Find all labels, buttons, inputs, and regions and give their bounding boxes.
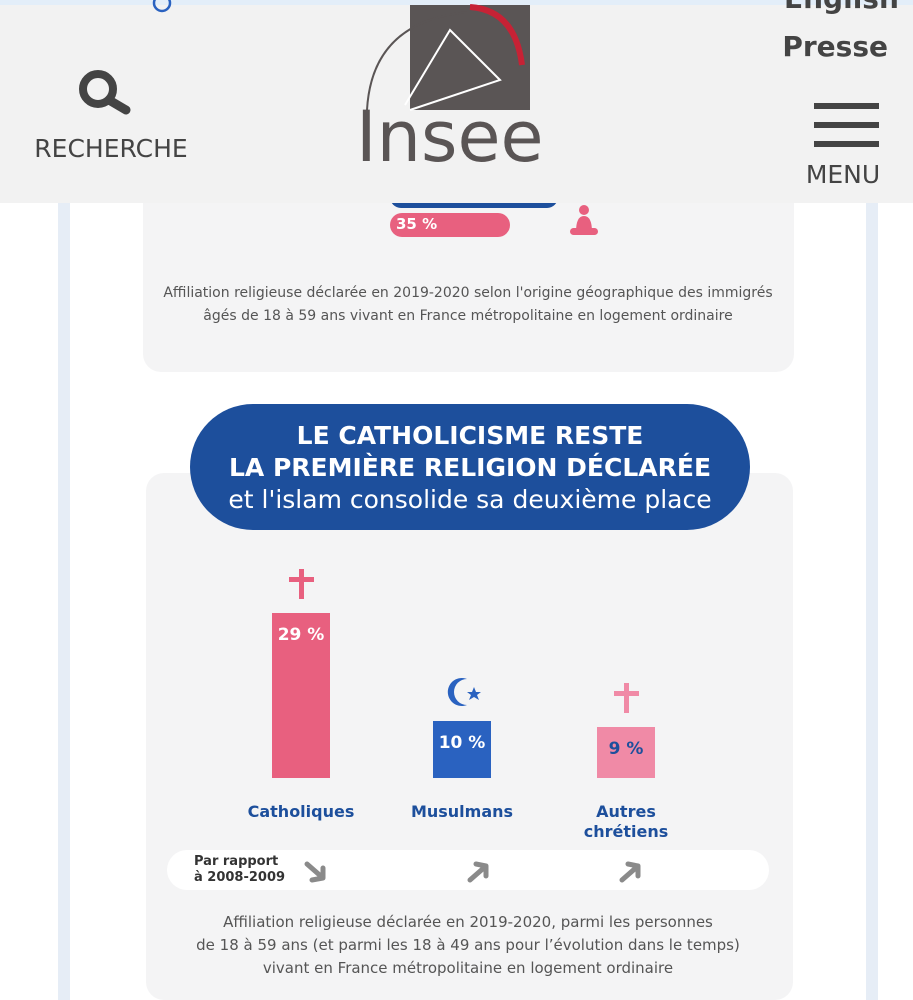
bar [597,726,655,778]
logo[interactable]: Insee [356,96,544,178]
bar [433,721,491,778]
caption: de 18 à 59 ans (et parmi les 18 à 49 ans… [196,936,740,954]
press-link[interactable]: Presse [782,30,888,63]
value-label: 35 % [396,215,438,233]
category-label: Autres chrétiens [583,802,669,841]
category-label: Musulmans [410,802,514,821]
value-label: 29 % [277,624,325,645]
menu-button[interactable]: MENU [805,160,881,189]
value-label: 10 % [438,733,486,753]
icon [447,678,481,706]
section-subtitle: et l'islam consolide sa deuxième place [228,485,712,514]
category-label: Catholiques [247,802,355,821]
caption: âgés de 18 à 59 ans vivant en France mét… [203,308,733,324]
icon [614,682,639,713]
icon [289,568,314,599]
religion-icon [611,682,647,719]
religion-icon [286,568,322,605]
value-label: 9 % [608,738,644,759]
caption: Affiliation religieuse déclarée en 2019-… [163,285,773,301]
comparison-label: Par rapport à 2008-2009 [194,854,286,885]
caption: Affiliation religieuse déclarée en 2019-… [223,913,713,931]
language-link[interactable]: English [784,0,899,15]
search-button[interactable]: RECHERCHE [34,134,188,163]
section-title: LE CATHOLICISME RESTE [296,421,644,450]
section-title: LA PREMIÈRE RELIGION DÉCLARÉE [228,453,712,482]
bar [272,612,330,778]
caption: vivant en France métropolitaine en logem… [262,959,674,977]
bar [390,213,511,237]
religion-icon [447,677,483,713]
